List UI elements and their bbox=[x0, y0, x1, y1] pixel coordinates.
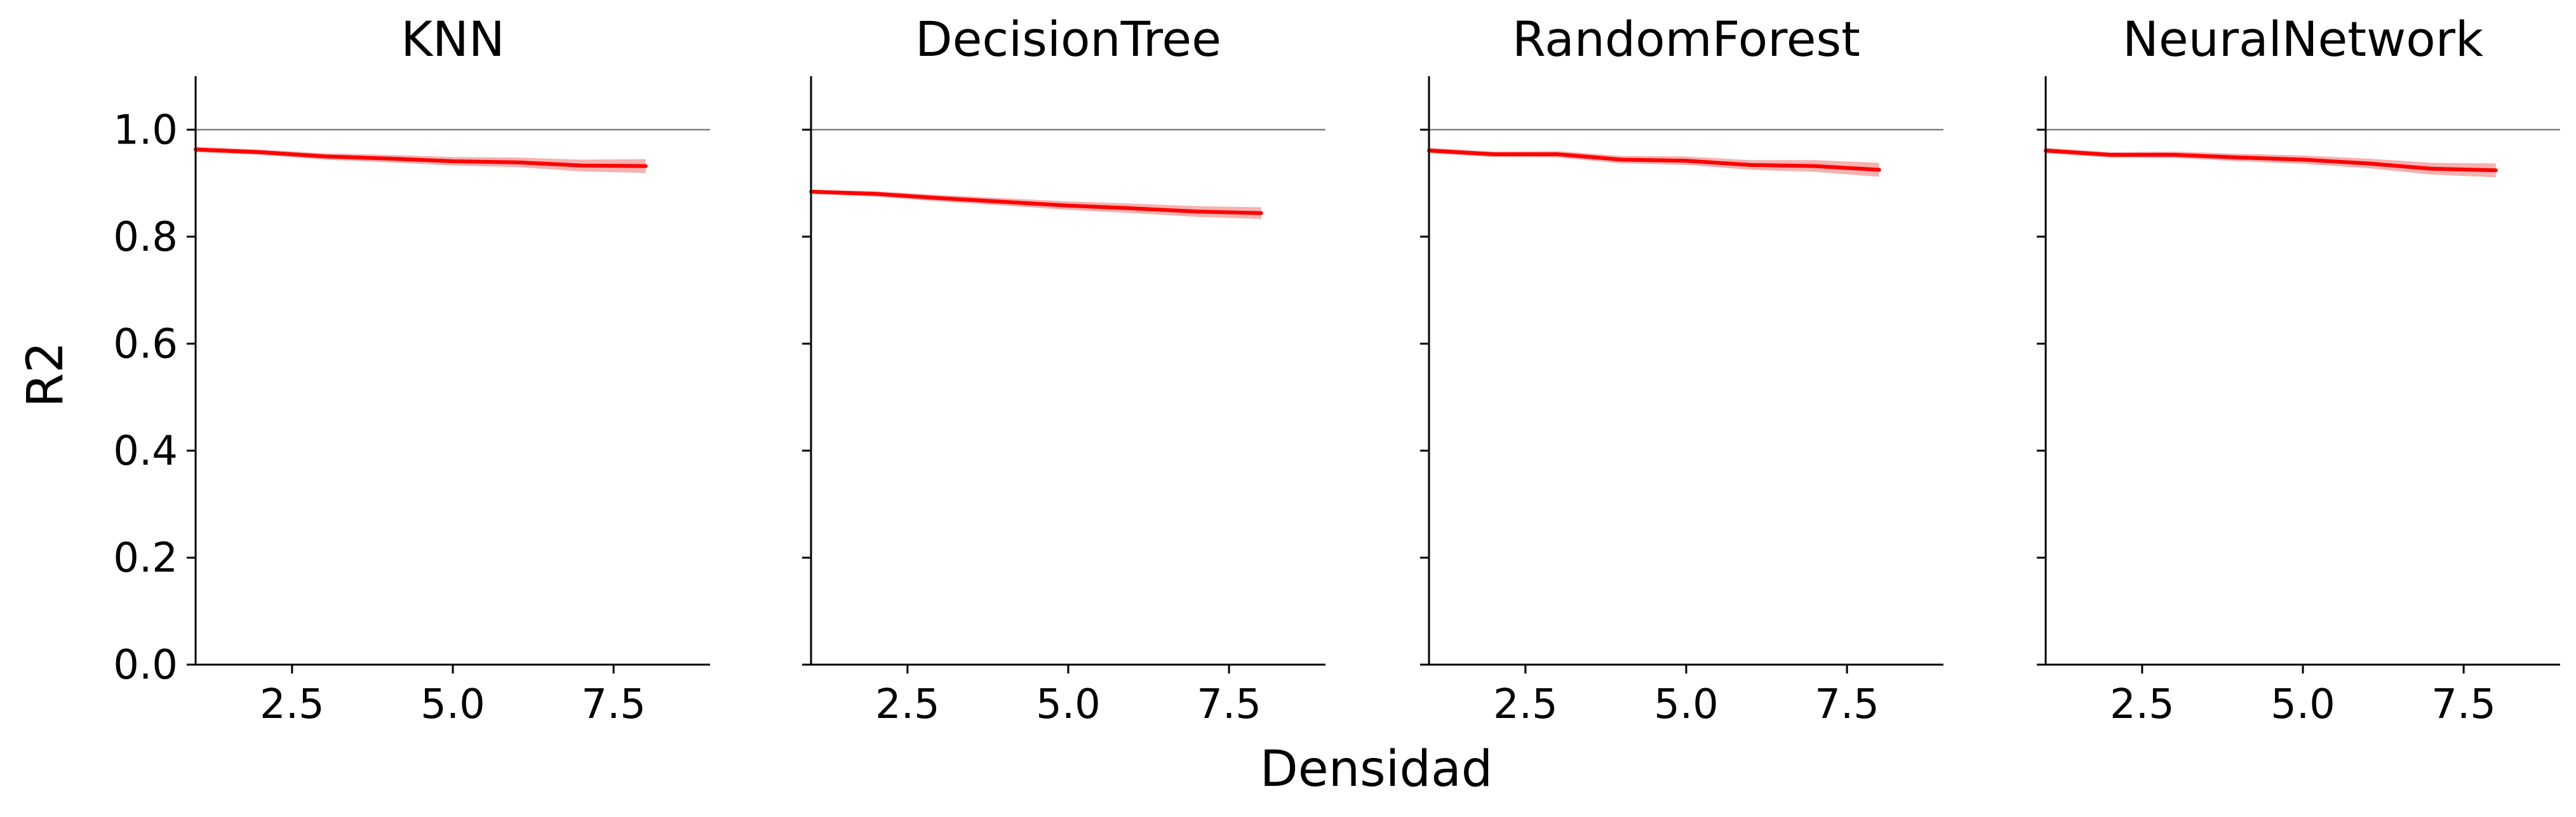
panel-title: NeuralNetwork bbox=[2123, 11, 2483, 67]
x-tick-label: 7.5 bbox=[1197, 681, 1261, 728]
x-tick-label: 2.5 bbox=[1493, 681, 1558, 728]
x-tick-label: 5.0 bbox=[1036, 681, 1101, 728]
x-tick-label: 5.0 bbox=[1654, 681, 1719, 728]
y-tick-label: 0.4 bbox=[113, 428, 178, 475]
x-tick-label: 2.5 bbox=[260, 681, 325, 728]
panel-title: RandomForest bbox=[1512, 11, 1860, 67]
panel-neuralnetwork: NeuralNetwork 2.5 5.0 7.5 bbox=[2037, 11, 2560, 728]
x-axis-label: Densidad bbox=[1260, 741, 1493, 798]
panel-title: DecisionTree bbox=[915, 11, 1221, 67]
y-axis-label: R2 bbox=[17, 342, 74, 408]
panel-knn: KNN 0.0 0.2 0.4 0.6 0.8 1.0 2.5 5.0 7.5 bbox=[113, 11, 710, 728]
y-tick-label: 0.2 bbox=[113, 535, 178, 581]
x-tick-label: 2.5 bbox=[875, 681, 940, 728]
x-tick-label: 7.5 bbox=[581, 681, 646, 728]
series-line bbox=[194, 147, 648, 168]
x-tick-label: 5.0 bbox=[420, 681, 485, 728]
confidence-band bbox=[2046, 147, 2496, 178]
series-line bbox=[1427, 149, 1881, 172]
series-line bbox=[809, 190, 1263, 215]
confidence-band bbox=[1429, 147, 1879, 177]
y-tick-label: 0.0 bbox=[113, 642, 178, 689]
x-tick-label: 7.5 bbox=[1815, 681, 1879, 728]
y-tick-label: 1.0 bbox=[113, 107, 178, 154]
panel-decisiontree: DecisionTree 2.5 5.0 7.5 bbox=[802, 11, 1325, 728]
y-tick-label: 0.6 bbox=[113, 321, 178, 368]
x-tick-label: 2.5 bbox=[2110, 681, 2175, 728]
panel-title: KNN bbox=[401, 11, 505, 67]
series-line bbox=[2044, 149, 2498, 173]
x-tick-label: 5.0 bbox=[2271, 681, 2335, 728]
panel-randomforest: RandomForest 2.5 5.0 7.5 bbox=[1420, 11, 1943, 728]
y-tick-label: 0.8 bbox=[113, 214, 178, 261]
x-tick-label: 7.5 bbox=[2431, 681, 2496, 728]
